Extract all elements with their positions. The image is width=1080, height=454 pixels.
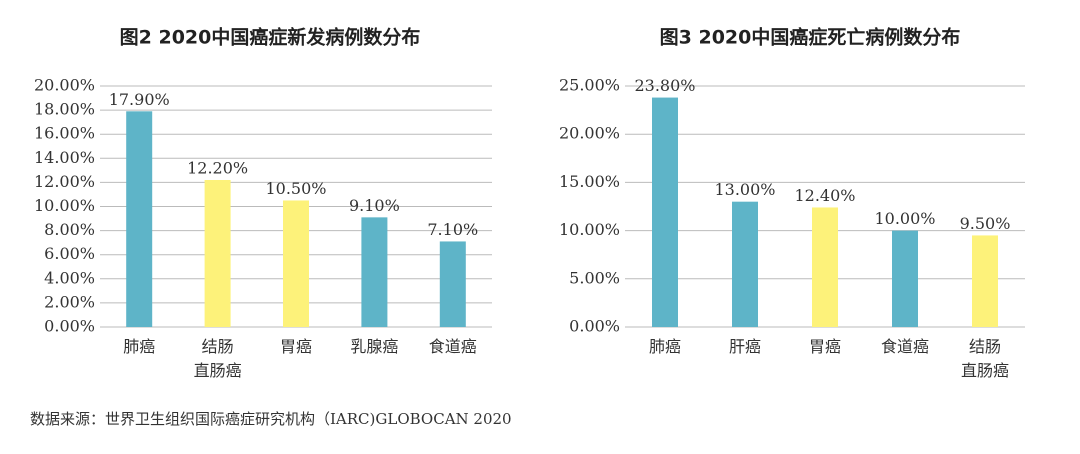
value-label: 10.00% [874,209,935,228]
x-tick-line: 食道癌 [429,337,477,356]
y-tick-label: 0.00% [569,317,620,336]
value-label: 12.40% [794,186,855,205]
y-tick-label: 15.00% [559,172,620,191]
y-tick-label: 10.00% [34,196,95,215]
x-tick-label: 肝癌 [729,337,761,356]
chart-title: 图3 2020中国癌症死亡病例数分布 [660,26,961,49]
value-label: 9.10% [349,196,400,215]
x-tick-line: 乳腺癌 [350,337,398,356]
x-tick-line: 肺癌 [123,337,155,356]
x-tick-line: 胃癌 [280,337,312,356]
bar [892,230,918,327]
x-tick-line: 肺癌 [649,337,681,356]
value-label: 12.20% [187,158,248,177]
y-tick-label: 6.00% [44,244,95,263]
x-tick-label: 食道癌 [881,337,929,356]
x-tick-label: 乳腺癌 [350,337,398,356]
bar [732,201,758,327]
value-label: 7.10% [427,220,478,239]
y-tick-label: 18.00% [34,100,95,119]
x-tick-label: 肺癌 [649,337,681,356]
x-tick-label: 食道癌 [429,337,477,356]
x-tick-line: 结肠 [969,337,1001,356]
bar [204,179,231,327]
x-tick-label: 结肠直肠癌 [194,337,242,380]
y-tick-label: 16.00% [34,124,95,143]
value-label: 10.50% [265,179,326,198]
x-tick-line: 食道癌 [881,337,929,356]
y-tick-label: 14.00% [34,148,95,167]
y-tick-label: 8.00% [44,220,95,239]
y-tick-label: 4.00% [44,268,95,287]
bar [126,111,153,328]
value-label: 23.80% [634,76,695,95]
y-tick-label: 2.00% [44,292,95,311]
y-tick-label: 25.00% [559,76,620,95]
y-tick-label: 0.00% [44,317,95,336]
bar [972,235,998,327]
value-label: 13.00% [714,180,775,199]
x-tick-line: 胃癌 [809,337,841,356]
y-tick-label: 20.00% [559,124,620,143]
x-tick-line: 直肠癌 [194,361,242,380]
x-tick-label: 肺癌 [123,337,155,356]
y-tick-label: 12.00% [34,172,95,191]
bar [439,241,466,327]
value-label: 17.90% [109,90,170,109]
x-tick-label: 胃癌 [280,337,312,356]
x-tick-line: 肝癌 [729,337,761,356]
bar [283,200,309,327]
y-tick-label: 10.00% [559,220,620,239]
chart-title: 图2 2020中国癌症新发病例数分布 [120,26,421,49]
source-note: 数据来源：世界卫生组织国际癌症研究机构（IARC)GLOBOCAN 2020 [30,410,512,428]
y-tick-label: 5.00% [569,268,620,287]
bar [652,97,678,328]
x-tick-line: 结肠 [202,337,234,356]
y-tick-label: 20.00% [34,76,95,95]
bar [361,217,388,327]
x-tick-line: 直肠癌 [961,361,1009,380]
x-tick-label: 胃癌 [809,337,841,356]
bar [812,207,838,327]
value-label: 9.50% [960,214,1011,233]
x-tick-label: 结肠直肠癌 [961,337,1009,380]
